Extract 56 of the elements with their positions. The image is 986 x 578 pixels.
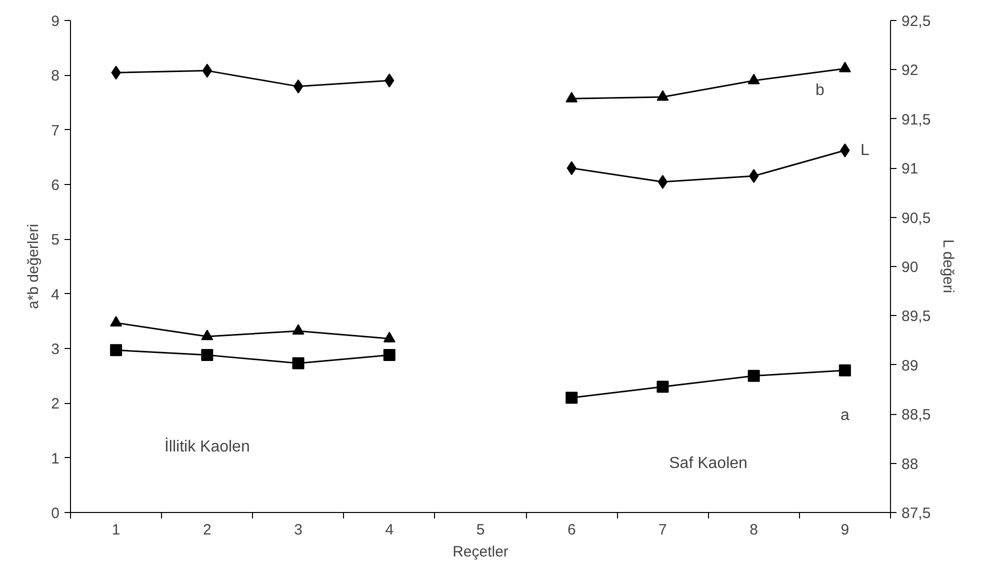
y-tick-label: 3 xyxy=(51,341,60,358)
y-tick-label: 4 xyxy=(51,286,60,304)
point xyxy=(110,316,122,326)
y2-tick-label: 88,5 xyxy=(902,406,931,424)
x-tick-label: 9 xyxy=(840,522,850,538)
y-axis-title: a*b değerleri xyxy=(25,224,42,310)
y2-tick-label: 91,5 xyxy=(902,111,931,128)
y-tick-label: 6 xyxy=(51,177,60,194)
series-label: L xyxy=(860,142,870,159)
y2-tick-label: 89,5 xyxy=(902,308,931,326)
point xyxy=(748,74,760,84)
point xyxy=(383,349,396,362)
y2-tick-label: 90 xyxy=(902,259,918,276)
y2-tick-label: 91 xyxy=(902,160,918,178)
y2-tick-label: 88 xyxy=(902,456,918,473)
y-tick-label: 7 xyxy=(51,122,60,140)
point xyxy=(292,324,304,335)
x-tick-label: 2 xyxy=(202,522,212,538)
y-tick-label: 9 xyxy=(51,13,60,30)
x-tick-label: 6 xyxy=(567,522,576,538)
point xyxy=(748,370,760,382)
y2-tick-label: 92,5 xyxy=(902,13,931,30)
point xyxy=(201,349,214,362)
x-tick-label: 5 xyxy=(476,522,485,538)
point xyxy=(566,392,578,404)
x-tick-label: 3 xyxy=(294,522,302,538)
y2-tick-label: 89 xyxy=(902,357,918,374)
series-label: a xyxy=(840,406,850,424)
x-tick-label: 1 xyxy=(112,522,120,538)
x-tick-label: 8 xyxy=(750,522,758,538)
y-tick-label: 1 xyxy=(51,450,60,468)
point xyxy=(292,357,304,370)
point xyxy=(293,79,304,94)
point xyxy=(656,90,669,101)
annotation: Saf Kaolen xyxy=(669,454,748,472)
point xyxy=(656,380,669,393)
point xyxy=(658,174,668,189)
y2-tick-label: 92 xyxy=(902,62,918,80)
point xyxy=(383,332,396,342)
point xyxy=(110,344,122,356)
x-tick-label: 7 xyxy=(658,522,667,538)
x-axis-title: Reçetler xyxy=(452,544,508,560)
y2-tick-label: 90,5 xyxy=(902,210,931,227)
x-tick-label: 4 xyxy=(385,522,394,538)
y2-tick-label: 87,5 xyxy=(902,505,931,522)
y-tick-label: 0 xyxy=(51,505,60,522)
point xyxy=(838,364,851,376)
point xyxy=(201,330,214,340)
y-tick-label: 2 xyxy=(51,396,60,413)
point xyxy=(838,62,851,72)
series-label: b xyxy=(815,82,824,100)
y-tick-label: 8 xyxy=(51,68,60,85)
annotation: İllitik Kaolen xyxy=(164,437,250,456)
point xyxy=(566,92,578,102)
y-tick-label: 5 xyxy=(51,232,60,249)
y2-axis-title: L değeri xyxy=(940,239,957,294)
